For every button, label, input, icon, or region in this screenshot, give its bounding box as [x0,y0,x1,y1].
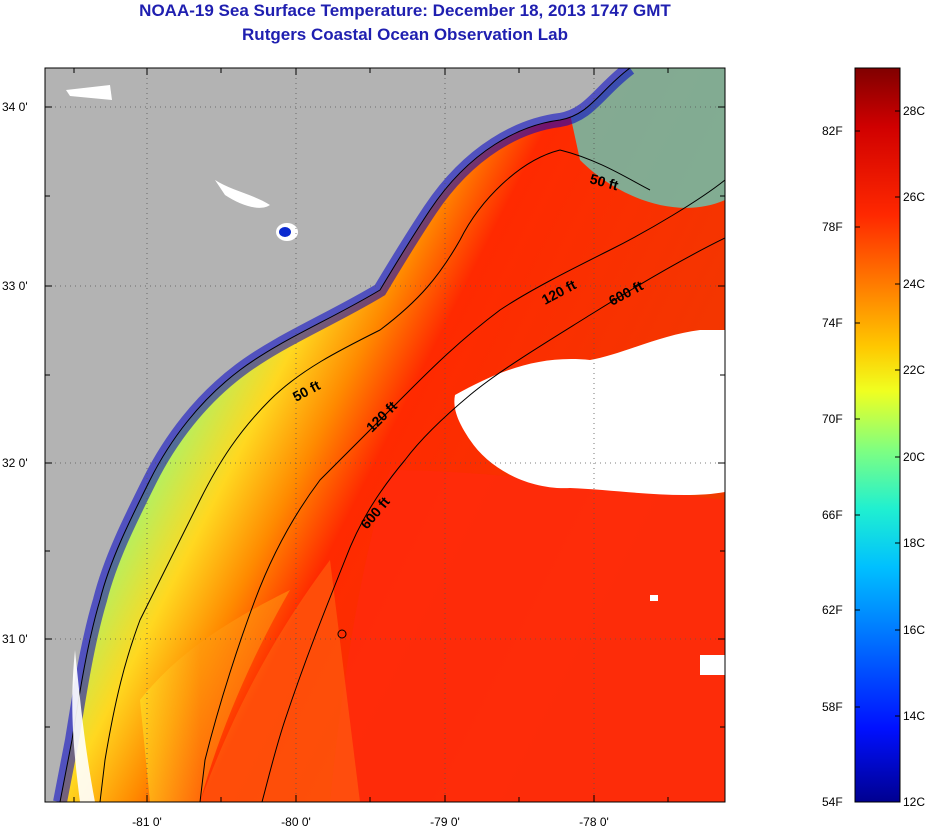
c-label-16: 16C [903,623,925,637]
contour-120ft [199,179,725,802]
c-label-28: 28C [903,104,925,118]
f-label-78: 78F [822,220,843,234]
cloud-cover [454,330,725,496]
f-label-54: 54F [822,795,843,809]
lon-label-80: -80 0' [281,815,311,829]
lon-label-81: -81 0' [132,815,162,829]
f-label-66: 66F [822,508,843,522]
map-title: NOAA-19 Sea Surface Temperature: Decembe… [139,1,671,20]
f-label-82: 82F [822,124,843,138]
c-label-14: 14C [903,709,925,723]
longitude-labels: -81 0' -80 0' -79 0' -78 0' [132,815,609,829]
f-label-62: 62F [822,603,843,617]
map-field: 50 ft 120 ft 600 ft 50 ft 120 ft 600 ft [45,68,725,802]
c-label-18: 18C [903,536,925,550]
colorbar-scale [854,67,901,803]
f-label-58: 58F [822,700,843,714]
latitude-labels: 34 0' 33 0' 32 0' 31 0' [2,100,28,646]
lat-label-34: 34 0' [2,100,28,114]
contour-600ft [261,237,725,802]
contour-label-50ft-north: 50 ft [588,170,620,193]
depth-contours [99,149,725,802]
map-subtitle: Rutgers Coastal Ocean Observation Lab [242,25,568,44]
lat-label-32: 32 0' [2,456,28,470]
c-label-12: 12C [903,795,925,809]
f-label-70: 70F [822,412,843,426]
f-label-74: 74F [822,316,843,330]
map-frame [44,67,726,803]
c-label-20: 20C [903,450,925,464]
fahrenheit-labels: 82F 78F 74F 70F 66F 62F 58F 54F [822,124,843,809]
c-label-22: 22C [903,363,925,377]
contour-50ft [99,149,651,802]
c-label-24: 24C [903,277,925,291]
lon-label-78: -78 0' [579,815,609,829]
graticule [45,68,725,802]
colorbar: 82F 78F 74F 70F 66F 62F 58F 54F 28C 26C … [822,67,925,809]
tick-marks [45,68,725,802]
lat-label-31: 31 0' [2,632,28,646]
lat-label-33: 33 0' [2,279,28,293]
c-label-26: 26C [903,190,925,204]
land-mass [45,68,630,802]
lon-label-79: -79 0' [430,815,460,829]
celsius-labels: 28C 26C 24C 22C 20C 18C 16C 14C 12C [903,104,925,809]
